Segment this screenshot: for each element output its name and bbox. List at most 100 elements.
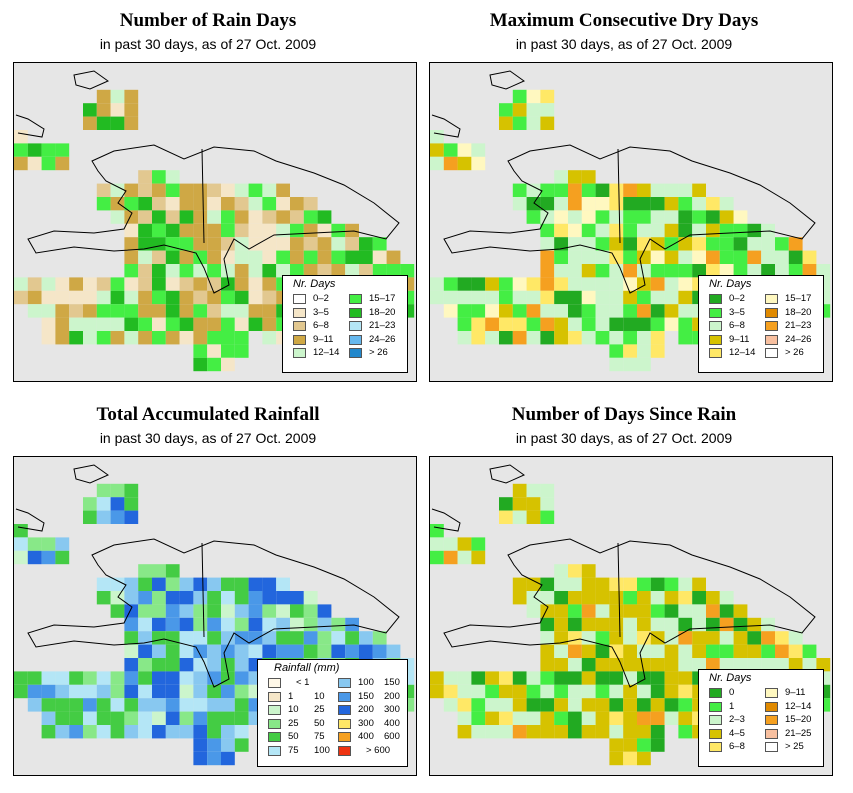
grid-cell xyxy=(152,631,166,645)
grid-cell xyxy=(207,250,221,264)
grid-cell xyxy=(568,577,582,591)
legend-swatch xyxy=(709,715,722,725)
grid-cell xyxy=(568,617,582,632)
legend-range-max: < 1 xyxy=(296,677,310,688)
legend-range-max: 200 xyxy=(384,690,400,702)
grid-cell xyxy=(595,725,610,739)
grid-cell xyxy=(138,684,152,699)
legend-swatch xyxy=(349,307,362,318)
coastline xyxy=(73,70,110,90)
grid-cell xyxy=(747,223,762,238)
grid-cell xyxy=(179,317,194,331)
legend-range-max: 150 xyxy=(384,677,400,688)
grid-cell xyxy=(637,304,651,318)
grid-cell xyxy=(623,290,637,305)
grid-cell xyxy=(303,210,318,224)
grid-cell xyxy=(457,277,472,291)
grid-cell xyxy=(27,304,42,318)
grid-cell xyxy=(221,644,235,658)
legend-swatch xyxy=(268,732,281,742)
grid-cell xyxy=(138,290,152,305)
grid-cell xyxy=(152,684,166,699)
grid-cell xyxy=(207,264,221,278)
grid-cell xyxy=(207,223,221,238)
grid-cell xyxy=(96,497,111,511)
grid-cell xyxy=(14,130,28,144)
grid-cell xyxy=(609,197,624,211)
grid-cell xyxy=(124,277,139,291)
grid-cell xyxy=(14,524,28,538)
grid-cell xyxy=(331,223,346,238)
grid-cell xyxy=(568,250,582,264)
grid-cell xyxy=(609,210,624,224)
grid-cell xyxy=(14,550,28,565)
grid-cell xyxy=(27,156,42,171)
grid-cell xyxy=(706,644,720,658)
grid-cell xyxy=(650,290,665,305)
grid-cell xyxy=(581,290,596,305)
panel-title: Maximum Consecutive Dry Days xyxy=(489,10,759,31)
grid-cell xyxy=(471,143,486,157)
grid-cell xyxy=(193,577,208,591)
grid-cell xyxy=(733,644,748,658)
grid-cell xyxy=(554,711,568,725)
grid-cell xyxy=(27,684,42,699)
grid-cell xyxy=(719,644,734,658)
grid-cell xyxy=(692,604,706,618)
grid-cell xyxy=(816,264,831,278)
grid-cell xyxy=(554,317,568,331)
grid-cell xyxy=(110,725,125,739)
grid-cell xyxy=(471,671,486,685)
grid-cell xyxy=(623,210,637,224)
grid-cell xyxy=(623,331,637,345)
grid-cell xyxy=(540,483,555,498)
grid-cell xyxy=(719,658,734,672)
grid-cell xyxy=(609,684,624,699)
grid-cell xyxy=(69,304,83,318)
grid-cell xyxy=(124,317,139,331)
grid-cell xyxy=(248,317,263,331)
grid-cell xyxy=(664,684,679,699)
grid-cell xyxy=(568,644,582,658)
grid-cell xyxy=(457,537,472,551)
grid-cell xyxy=(526,591,541,605)
grid-cell xyxy=(637,644,651,658)
grid-cell xyxy=(637,631,651,645)
grid-cell xyxy=(761,631,775,645)
grid-cell xyxy=(719,223,734,238)
grid-cell xyxy=(248,277,263,291)
panel-subtitle: in past 30 days, as of 27 Oct. 2009 xyxy=(515,36,733,52)
grid-cell xyxy=(554,725,568,739)
grid-cell xyxy=(443,684,458,699)
grid-cell xyxy=(443,304,458,318)
grid-cell xyxy=(512,304,527,318)
legend-range-max: 100 xyxy=(314,744,330,756)
grid-cell xyxy=(110,197,125,211)
grid-cell xyxy=(221,631,235,645)
grid-cell xyxy=(581,698,596,712)
grid-cell xyxy=(554,684,568,699)
grid-cell xyxy=(179,725,194,739)
grid-cell xyxy=(678,631,693,645)
grid-cell xyxy=(761,617,775,632)
grid-cell xyxy=(41,304,56,318)
grid-cell xyxy=(485,684,499,699)
grid-cell xyxy=(581,577,596,591)
legend-title: Nr. Days xyxy=(709,278,752,290)
grid-cell xyxy=(207,738,221,752)
grid-cell xyxy=(485,331,499,345)
grid-cell xyxy=(165,644,180,658)
grid-cell xyxy=(248,577,263,591)
grid-cell xyxy=(276,577,290,591)
grid-cell xyxy=(138,671,152,685)
grid-cell xyxy=(623,264,637,278)
legend-label: 6–8 xyxy=(729,320,745,331)
grid-cell xyxy=(207,751,221,766)
grid-cell xyxy=(554,197,568,211)
grid-cell xyxy=(623,684,637,699)
grid-cell xyxy=(526,304,541,318)
grid-cell xyxy=(457,725,472,739)
grid-cell xyxy=(568,725,582,739)
grid-cell xyxy=(581,644,596,658)
grid-cell xyxy=(733,617,748,632)
